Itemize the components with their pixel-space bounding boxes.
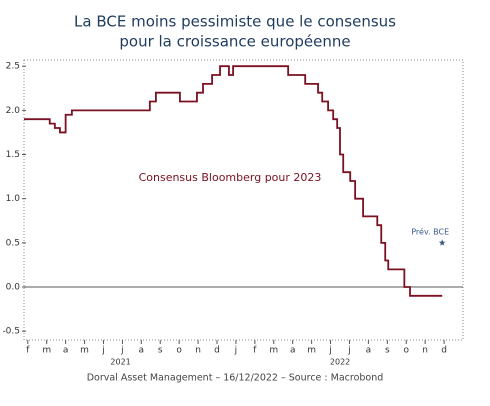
- x-group-label: 2022: [330, 358, 350, 367]
- x-tick-label: s: [158, 346, 163, 356]
- x-tick-label: j: [101, 346, 105, 356]
- y-tick-label: 0.0: [6, 283, 21, 293]
- y-tick-label: 1.5: [6, 150, 20, 160]
- y-tick-label: -0.5: [2, 327, 20, 337]
- y-tick-label: 1.0: [6, 194, 21, 204]
- y-tick-label: 0.5: [6, 238, 20, 248]
- chart-title: pour la croissance européenne: [119, 33, 350, 51]
- x-tick-label: m: [42, 346, 51, 356]
- x-tick-label: j: [328, 346, 332, 356]
- x-tick-label: a: [139, 346, 145, 356]
- source: Dorval Asset Management – 16/12/2022 – S…: [87, 373, 384, 384]
- plot-frame: [23, 59, 464, 341]
- x-tick-label: n: [422, 346, 428, 356]
- x-tick-label: o: [403, 346, 409, 356]
- x-tick-label: a: [290, 346, 296, 356]
- x-tick-label: m: [269, 346, 278, 356]
- x-tick-label: d: [441, 346, 447, 356]
- x-tick-label: n: [195, 346, 201, 356]
- series-label: Consensus Bloomberg pour 2023: [139, 171, 322, 184]
- x-tick-label: a: [63, 346, 69, 356]
- marker: [438, 239, 446, 246]
- x-tick-label: d: [214, 346, 220, 356]
- x-tick-label: s: [385, 346, 390, 356]
- x-tick-label: m: [307, 346, 316, 356]
- x-tick-label: o: [176, 346, 182, 356]
- point-label: Prév. BCE: [411, 226, 449, 236]
- y-tick-label: 2.5: [6, 62, 20, 72]
- x-tick-label: f: [253, 346, 257, 356]
- x-tick-label: j: [347, 346, 351, 356]
- x-group-label: 2021: [110, 358, 130, 367]
- chart-title: La BCE moins pessimiste que le consensus: [74, 13, 396, 31]
- line: [24, 65, 443, 297]
- x-tick-label: f: [26, 346, 30, 356]
- x-tick-label: a: [366, 346, 372, 356]
- x-tick-label: j: [234, 346, 238, 356]
- y-tick-label: 2.0: [6, 106, 21, 116]
- x-tick-label: j: [120, 346, 124, 356]
- x-tick-label: m: [80, 346, 89, 356]
